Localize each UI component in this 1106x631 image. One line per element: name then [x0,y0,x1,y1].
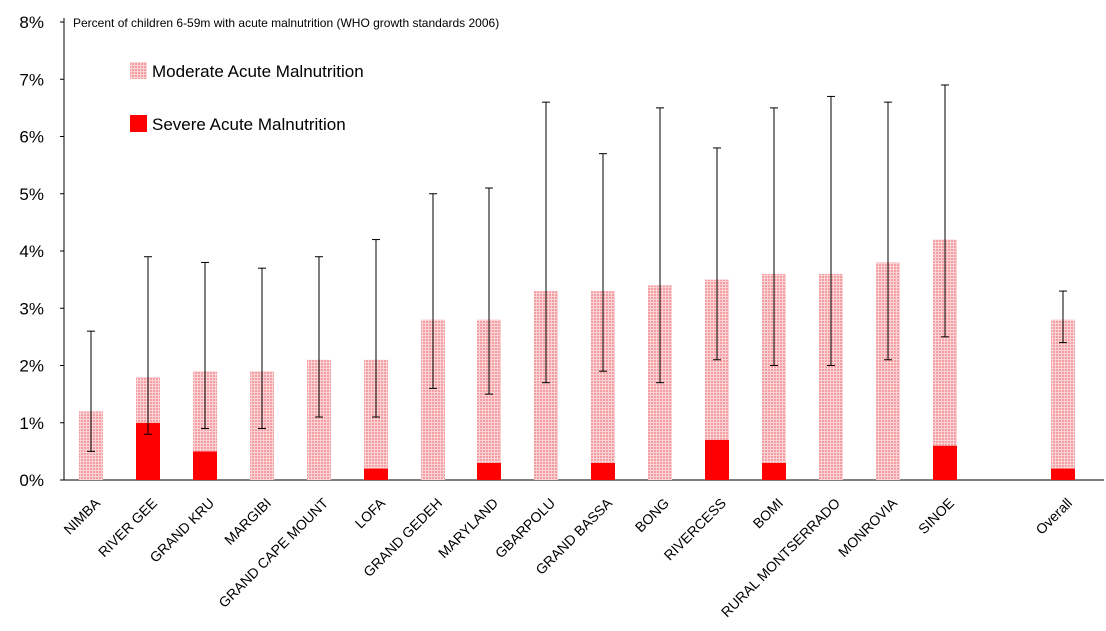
y-tick-label: 4% [19,242,44,261]
y-tick-label: 1% [19,414,44,433]
bar-severe [591,462,615,480]
legend-swatch-severe [130,115,147,132]
bar-moderate [1051,319,1075,469]
x-tick-label: GRAND CAPE MOUNT [215,494,331,610]
error-bar [1059,290,1067,344]
x-tick-label: NIMBA [60,494,103,537]
x-tick-label: MARYLAND [435,495,501,561]
bar-severe [364,468,388,480]
error-bar [599,153,607,372]
error-bar [372,239,380,418]
bar-severe [705,439,729,480]
axes: 0% 1% 2% 3% 4% 5% 6% 7% 8% [19,13,1104,490]
x-tick-label: SINOE [915,495,957,537]
bar-severe [477,462,501,480]
legend-swatch-moderate [130,62,147,79]
y-tick-label: 8% [19,13,44,32]
x-tick-label: BONG [632,495,672,535]
error-bar [485,187,493,395]
error-bar [770,107,778,366]
x-tick-label: RURAL MONTSERRADO [718,495,843,620]
bar-severe [1051,468,1075,480]
x-tick-label: LOFA [351,494,388,531]
chart-title: Percent of children 6-59m with acute mal… [73,16,499,30]
error-bar [713,147,721,361]
y-tick-label: 7% [19,70,44,89]
legend-label-moderate: Moderate Acute Malnutrition [152,62,364,81]
y-tick-label: 3% [19,299,44,318]
error-bar [87,330,95,452]
error-bar [315,256,323,418]
legend: Moderate Acute Malnutrition Severe Acute… [130,62,364,134]
y-tick-label: 6% [19,128,44,147]
error-bar [656,107,664,384]
bars [79,239,1075,480]
error-bars [87,84,1067,452]
y-tick-label: 5% [19,185,44,204]
legend-label-severe: Severe Acute Malnutrition [152,115,346,134]
error-bar [884,101,892,361]
error-bar [827,95,835,366]
error-bar [144,256,152,435]
x-tick-label: BOMI [750,495,787,532]
bar-severe [933,445,957,480]
error-bar [941,84,949,338]
x-tick-label: MONROVIA [835,494,901,560]
error-bar [542,101,550,384]
bar-severe [193,451,217,480]
error-bar [258,267,266,429]
y-tick-label: 0% [19,471,44,490]
error-bar [429,193,437,389]
y-tick-label: 2% [19,357,44,376]
error-bar [201,261,209,429]
x-tick-label: Overall [1032,495,1075,538]
x-tick-label: MARGIBI [221,495,274,548]
bar-severe [762,462,786,480]
